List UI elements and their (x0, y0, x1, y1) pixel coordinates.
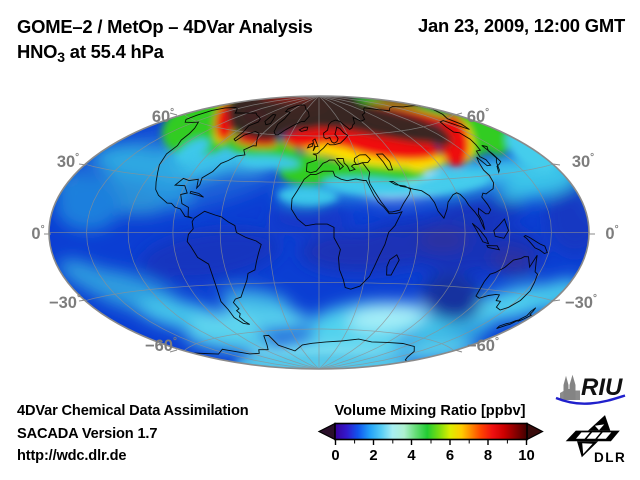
svg-text:30°: 30° (57, 152, 79, 171)
svg-text:−30°: −30° (49, 293, 81, 312)
svg-text:−30°: −30° (565, 293, 597, 312)
svg-text:−60°: −60° (145, 336, 177, 355)
svg-text:60°: 60° (467, 107, 489, 126)
svg-text:Volume Mixing Ratio [ppbv]: Volume Mixing Ratio [ppbv] (334, 403, 525, 419)
svg-text:60°: 60° (152, 107, 174, 126)
svg-text:4: 4 (407, 448, 416, 464)
svg-text:30°: 30° (572, 152, 594, 171)
svg-text:10: 10 (518, 448, 534, 464)
svg-text:8: 8 (484, 448, 492, 464)
svg-text:0°: 0° (605, 224, 618, 243)
svg-text:0°: 0° (31, 224, 44, 243)
svg-text:6: 6 (446, 448, 454, 464)
svg-text:DLR: DLR (594, 450, 626, 465)
svg-text:RIU: RIU (581, 374, 623, 401)
svg-text:2: 2 (369, 448, 377, 464)
svg-text:0: 0 (331, 448, 339, 464)
svg-text:−60°: −60° (467, 336, 499, 355)
